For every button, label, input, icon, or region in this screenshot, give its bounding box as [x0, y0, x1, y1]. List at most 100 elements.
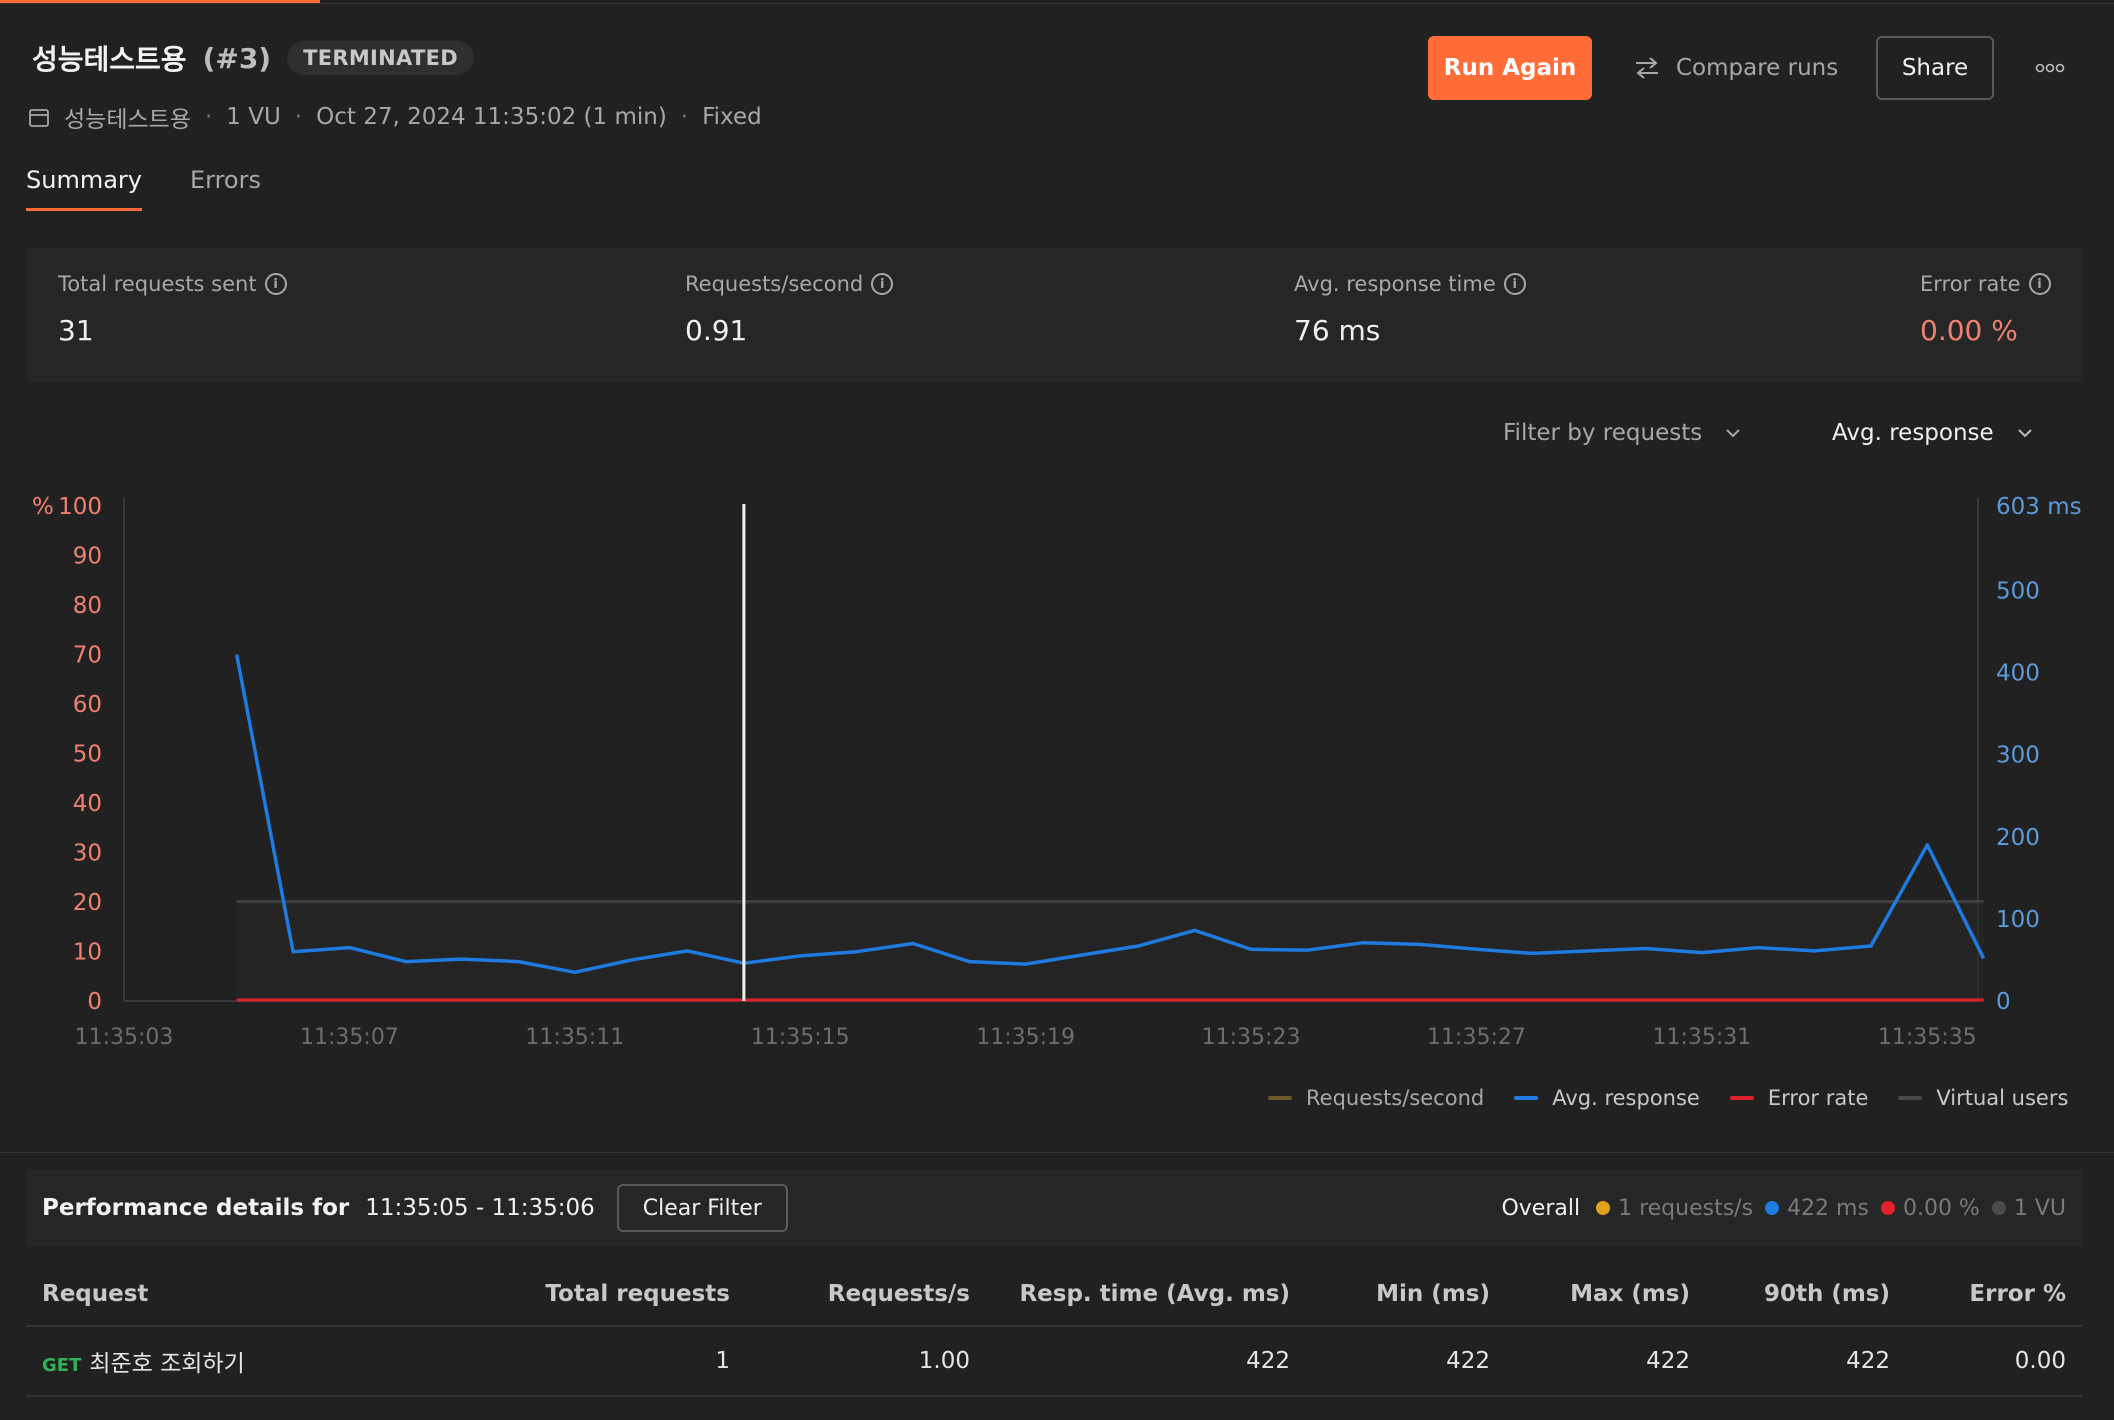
performance-details-bar: Performance details for 11:35:05 - 11:35… [26, 1170, 2082, 1246]
right-axis-tick-label: 400 [1996, 661, 2040, 687]
metric-value: 0.91 [685, 314, 748, 347]
legend-item-virtual-users[interactable]: Virtual users [1898, 1086, 2068, 1110]
header-actions: Run Again Compare runs Share [0, 36, 2114, 100]
metric-label: Avg. response time [1294, 272, 1496, 296]
run-meta: 성능테스트용 · 1 VU · Oct 27, 2024 11:35:02 (1… [28, 100, 762, 134]
performance-range: 11:35:05 - 11:35:06 [365, 1195, 595, 1221]
clear-filter-button[interactable]: Clear Filter [616, 1184, 788, 1232]
x-axis-tick-label: 11:35:35 [1878, 1025, 1977, 1050]
right-axis-tick-label: 200 [1996, 825, 2040, 851]
run-again-button[interactable]: Run Again [1428, 36, 1592, 100]
legend-swatch [1729, 1096, 1754, 1100]
run-title-row: 성능테스트용 (#3) TERMINATED [32, 38, 474, 78]
overall-requests-per-second: 1 requests/s [1596, 1196, 1753, 1221]
chart-legend: Requests/second Avg. response Error rate… [1268, 1086, 2068, 1110]
legend-swatch [1268, 1096, 1292, 1100]
compare-runs-button[interactable]: Compare runs [1632, 36, 1838, 100]
more-options-button[interactable] [2028, 36, 2072, 100]
column-header-total-requests[interactable]: Total requests [446, 1262, 746, 1327]
section-divider [0, 1152, 2114, 1153]
x-axis-tick-label: 11:35:23 [1202, 1025, 1301, 1050]
metric-avg-response-time: Avg. response time i 76 ms [1294, 272, 1526, 347]
x-axis-tick-label: 11:35:27 [1427, 1025, 1526, 1050]
info-icon[interactable]: i [871, 273, 894, 295]
metric-requests-per-second: Requests/second i 0.91 [685, 272, 894, 347]
left-axis-tick-label: 40 [73, 791, 102, 817]
avg-response-line [234, 654, 1986, 975]
cell-max: 422 [1506, 1326, 1706, 1397]
left-axis-tick-label: 20 [73, 890, 102, 916]
cell-error: 0.00 [1906, 1326, 2082, 1397]
overall-avg-response: 422 ms [1765, 1196, 1869, 1221]
cell-min: 422 [1306, 1326, 1506, 1397]
chevron-down-icon [2017, 429, 2032, 438]
metric-value: 31 [58, 314, 94, 347]
right-axis-tick-label: 300 [1996, 743, 2040, 769]
meta-load-profile: Fixed [702, 104, 762, 130]
metric-value: 76 ms [1294, 314, 1381, 347]
metric-error-rate: Error rate i 0.00 % [1920, 272, 2051, 347]
left-axis-tick-label: 10 [73, 940, 102, 966]
left-axis-tick-label: 0 [87, 989, 102, 1015]
filter-requests-dropdown[interactable]: Filter by requests [1503, 420, 1742, 446]
metric-select-dropdown[interactable]: Avg. response [1832, 420, 2034, 446]
left-axis-tick-label: 70 [73, 643, 102, 669]
left-axis-tick-label: 60 [73, 692, 102, 718]
x-axis-tick-label: 11:35:19 [976, 1025, 1075, 1050]
summary-metrics: Total requests sent i 31 Requests/second i… [26, 248, 2082, 382]
info-icon[interactable]: i [1503, 273, 1526, 295]
legend-label: Requests/second [1306, 1086, 1485, 1110]
legend-item-error-rate[interactable]: Error rate [1729, 1086, 1868, 1110]
run-number: (#3) [202, 41, 272, 75]
performance-title: Performance details for [42, 1195, 350, 1221]
status-dot [1596, 1201, 1611, 1215]
request-cell: GET 최준호 조회하기 [26, 1326, 446, 1397]
active-tab-indicator [0, 0, 320, 4]
filter-requests-label: Filter by requests [1503, 420, 1703, 446]
request-name: 최준호 조회하기 [89, 1351, 245, 1377]
overall-error-rate: 0.00 % [1880, 1196, 1980, 1221]
table-row[interactable]: GET 최준호 조회하기 1 1.00 422 422 422 422 0.00 [26, 1326, 2082, 1397]
more-options-icon [2035, 63, 2065, 73]
column-header-request[interactable]: Request [26, 1262, 446, 1327]
info-icon[interactable]: i [264, 273, 287, 295]
overall-value: 1 requests/s [1618, 1195, 1754, 1221]
column-header-max[interactable]: Max (ms) [1506, 1262, 1706, 1327]
http-method-badge: GET [42, 1355, 82, 1376]
legend-item-requests-per-second[interactable]: Requests/second [1268, 1086, 1484, 1110]
overall-label: Overall [1501, 1195, 1581, 1221]
tab-errors[interactable]: Errors [189, 166, 261, 194]
meta-separator: · [680, 104, 689, 130]
left-axis-unit-label: % [32, 494, 54, 520]
metric-label: Error rate [1920, 272, 2021, 296]
column-header-min[interactable]: Min (ms) [1306, 1262, 1506, 1327]
share-button[interactable]: Share [1876, 36, 1994, 100]
x-axis-tick-label: 11:35:15 [751, 1025, 850, 1050]
tab-summary[interactable]: Summary [26, 166, 142, 211]
info-icon[interactable]: i [2028, 273, 2051, 295]
overall-virtual-users: 1 VU [1991, 1195, 2066, 1221]
column-header-error[interactable]: Error % [1906, 1262, 2082, 1327]
column-header-p90[interactable]: 90th (ms) [1706, 1262, 1906, 1327]
column-header-resp-time[interactable]: Resp. time (Avg. ms) [986, 1262, 1306, 1327]
meta-collection[interactable]: 성능테스트용 [64, 107, 191, 133]
legend-item-avg-response[interactable]: Avg. response [1514, 1086, 1700, 1110]
left-axis-tick-label: 30 [73, 841, 102, 867]
left-axis-tick-label: 80 [73, 593, 102, 619]
chevron-down-icon [1726, 429, 1740, 438]
overall-value: 1 VU [2013, 1195, 2066, 1221]
meta-separator: · [294, 104, 303, 130]
legend-label: Avg. response [1552, 1086, 1700, 1110]
cell-requests-per-second: 1.00 [746, 1326, 986, 1397]
column-header-requests-per-second[interactable]: Requests/s [746, 1262, 986, 1327]
x-axis-tick-label: 11:35:07 [300, 1025, 399, 1050]
right-axis-tick-label: 0 [1996, 989, 2011, 1015]
compare-runs-label: Compare runs [1676, 55, 1839, 81]
cell-resp-time: 422 [986, 1326, 1306, 1397]
metric-select-label: Avg. response [1832, 420, 1994, 446]
right-axis-max-label: 603 ms [1996, 494, 2082, 520]
status-dot [1991, 1201, 2006, 1215]
x-axis-tick-label: 11:35:11 [525, 1025, 624, 1050]
compare-arrows-icon [1636, 57, 1658, 79]
